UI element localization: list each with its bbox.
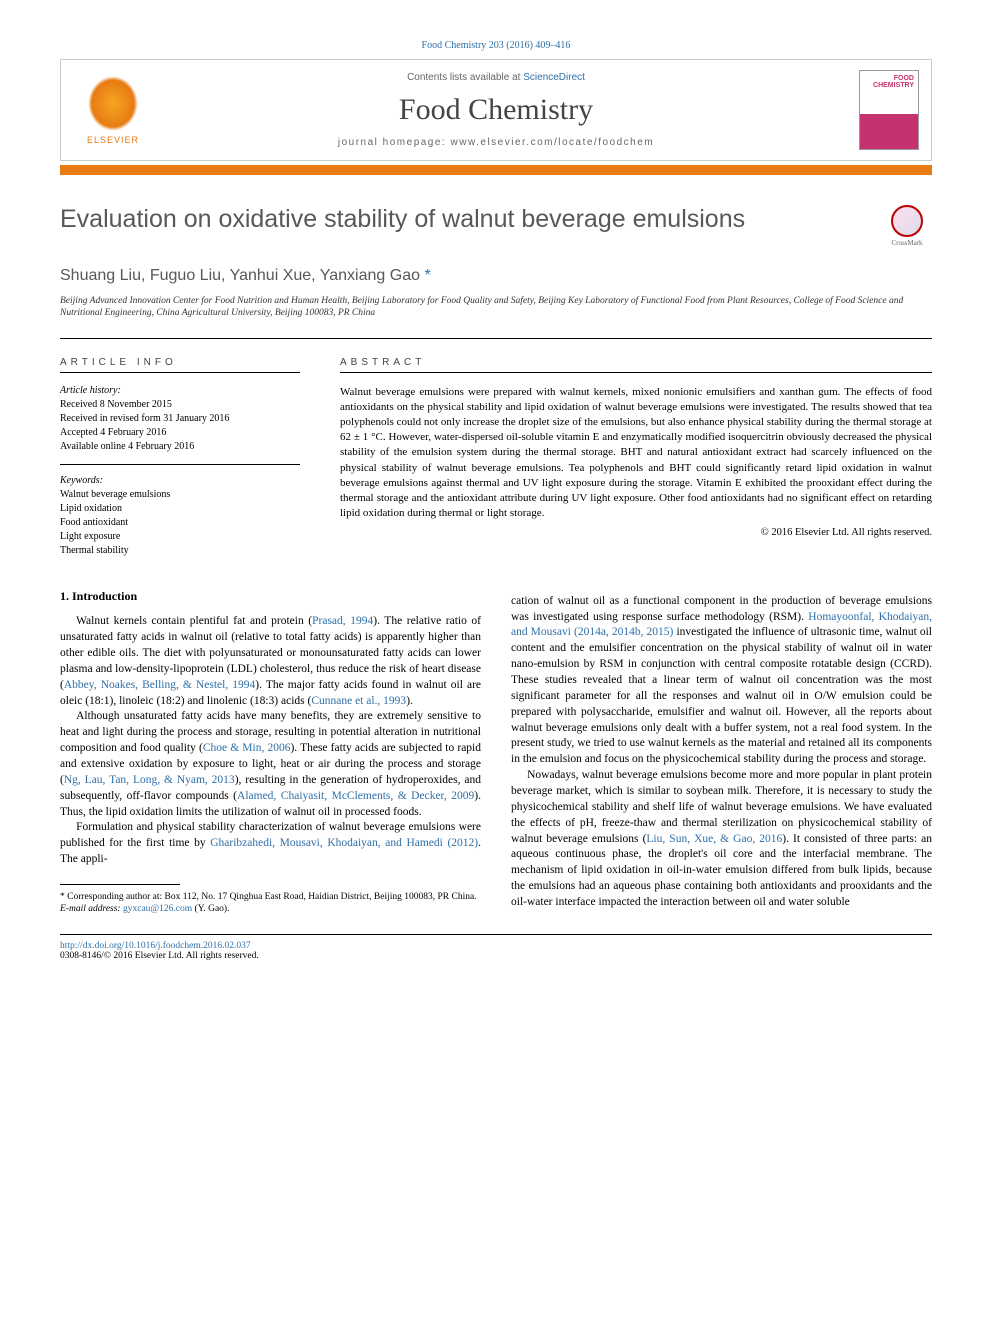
section-heading: 1. Introduction: [60, 588, 481, 605]
publisher-logo: ELSEVIER: [73, 65, 153, 155]
email-footnote: E-mail address: gyxcau@126.com (Y. Gao).: [60, 903, 481, 915]
citation-link[interactable]: Prasad, 1994: [312, 615, 373, 627]
abstract-copyright: © 2016 Elsevier Ltd. All rights reserved…: [340, 527, 932, 538]
keyword: Walnut beverage emulsions: [60, 488, 300, 502]
citation-link[interactable]: Cunnane et al., 1993: [311, 695, 406, 707]
footer-block: http://dx.doi.org/10.1016/j.foodchem.201…: [60, 934, 932, 961]
keyword: Food antioxidant: [60, 516, 300, 530]
crossmark-badge[interactable]: CrossMark: [882, 205, 932, 247]
email-link[interactable]: gyxcau@126.com: [123, 904, 192, 914]
crossmark-icon: [891, 205, 923, 237]
contents-available-line: Contents lists available at ScienceDirec…: [181, 72, 811, 83]
citation-link[interactable]: Choe & Min, 2006: [203, 742, 291, 754]
body-paragraph: cation of walnut oil as a functional com…: [511, 594, 932, 768]
citation-line: Food Chemistry 203 (2016) 409–416: [60, 40, 932, 51]
citation-link[interactable]: Gharibzahedi, Mousavi, Khodaiyan, and Ha…: [210, 837, 478, 849]
journal-header: ELSEVIER Contents lists available at Sci…: [60, 59, 932, 161]
citation-link[interactable]: Alamed, Chaiyasit, McClements, & Decker,…: [237, 790, 474, 802]
history-accepted: Accepted 4 February 2016: [60, 426, 300, 440]
cover-title: FOOD CHEMISTRY: [860, 71, 918, 89]
keywords-heading: Keywords:: [60, 475, 300, 486]
accent-bar: [60, 165, 932, 175]
article-title: Evaluation on oxidative stability of wal…: [60, 205, 882, 234]
history-heading: Article history:: [60, 385, 300, 396]
abstract-column: abstract Walnut beverage emulsions were …: [340, 357, 932, 558]
keyword: Light exposure: [60, 530, 300, 544]
doi-link[interactable]: http://dx.doi.org/10.1016/j.foodchem.201…: [60, 941, 251, 951]
publisher-name: ELSEVIER: [87, 135, 139, 145]
journal-name: Food Chemistry: [181, 93, 811, 127]
citation-link[interactable]: Abbey, Noakes, Belling, & Nestel, 1994: [64, 679, 255, 691]
body-paragraph: Nowadays, walnut beverage emulsions beco…: [511, 768, 932, 911]
history-revised: Received in revised form 31 January 2016: [60, 412, 300, 426]
authors-line: Shuang Liu, Fuguo Liu, Yanhui Xue, Yanxi…: [60, 267, 932, 285]
journal-homepage-url[interactable]: www.elsevier.com/locate/foodchem: [451, 137, 655, 148]
body-paragraph: Formulation and physical stability chara…: [60, 820, 481, 868]
citation-link[interactable]: Liu, Sun, Xue, & Gao, 2016: [646, 833, 782, 845]
article-history-block: Article history: Received 8 November 201…: [60, 385, 300, 465]
body-column-left: 1. Introduction Walnut kernels contain p…: [60, 588, 481, 916]
journal-homepage-line: journal homepage: www.elsevier.com/locat…: [181, 137, 811, 148]
citation-link[interactable]: Ng, Lau, Tan, Long, & Nyam, 2013: [64, 774, 235, 786]
corresponding-author-footnote: * Corresponding author at: Box 112, No. …: [60, 891, 481, 903]
body-column-right: cation of walnut oil as a functional com…: [511, 588, 932, 916]
history-online: Available online 4 February 2016: [60, 440, 300, 454]
corresponding-author-marker: *: [424, 267, 430, 284]
body-paragraph: Walnut kernels contain plentiful fat and…: [60, 614, 481, 709]
body-paragraph: Although unsaturated fatty acids have ma…: [60, 709, 481, 820]
abstract-text: Walnut beverage emulsions were prepared …: [340, 385, 932, 522]
history-received: Received 8 November 2015: [60, 398, 300, 412]
abstract-label: abstract: [340, 357, 932, 373]
keyword: Thermal stability: [60, 544, 300, 558]
issn-copyright: 0308-8146/© 2016 Elsevier Ltd. All right…: [60, 951, 259, 961]
elsevier-tree-icon: [88, 76, 138, 131]
horizontal-rule: [60, 338, 932, 339]
footnote-separator: [60, 884, 180, 885]
body-columns: 1. Introduction Walnut kernels contain p…: [60, 588, 932, 916]
keyword: Lipid oxidation: [60, 502, 300, 516]
article-info-label: article info: [60, 357, 300, 373]
sciencedirect-link[interactable]: ScienceDirect: [523, 72, 585, 83]
journal-cover-thumbnail: FOOD CHEMISTRY: [859, 70, 919, 150]
article-info-column: article info Article history: Received 8…: [60, 357, 300, 558]
affiliation: Beijing Advanced Innovation Center for F…: [60, 295, 932, 320]
